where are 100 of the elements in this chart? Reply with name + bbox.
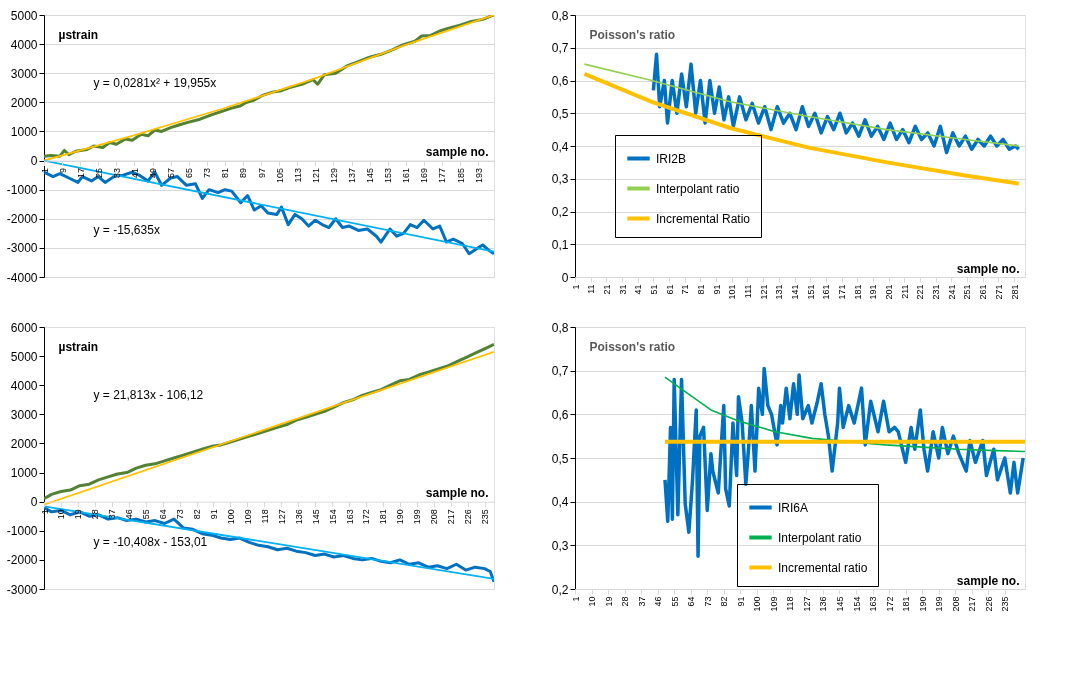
x-tick-label: 190 bbox=[917, 596, 928, 612]
x-tick-label: 153 bbox=[383, 168, 394, 184]
y-tick-label: -2000 bbox=[6, 212, 38, 227]
x-tick-label: 145 bbox=[834, 596, 845, 612]
y-tick-label: 0,6 bbox=[551, 74, 569, 88]
y-tick-label: -3000 bbox=[6, 241, 38, 256]
x-axis-title: sample no. bbox=[956, 261, 1020, 276]
x-tick-label: 91 bbox=[208, 509, 219, 520]
y-tick-label: 6000 bbox=[10, 320, 38, 335]
x-tick-label: 9 bbox=[57, 168, 68, 174]
x-tick-label: 193 bbox=[473, 168, 484, 184]
x-tick-label: 217 bbox=[967, 596, 978, 612]
x-tick-label: 55 bbox=[669, 596, 680, 607]
x-tick-label: 163 bbox=[868, 596, 879, 612]
legend-label: IRI2B bbox=[656, 151, 687, 166]
legend-label: Incremental Ratio bbox=[656, 211, 751, 226]
x-tick-label: 64 bbox=[686, 596, 697, 607]
x-tick-label: 17 bbox=[75, 168, 86, 179]
y-tick-label: 0,1 bbox=[551, 237, 569, 252]
x-tick-label: 154 bbox=[851, 596, 862, 612]
x-tick-label: 118 bbox=[785, 596, 796, 611]
x-tick-label: 231 bbox=[931, 284, 942, 300]
y-tick-label: 0,5 bbox=[551, 451, 569, 466]
annotation: y = -10,408x - 153,01 bbox=[93, 534, 208, 549]
y-tick-label: 0 bbox=[561, 270, 569, 285]
y-tick-label: 0,2 bbox=[551, 582, 569, 597]
x-tick-label: 97 bbox=[256, 168, 267, 179]
x-tick-label: 28 bbox=[90, 509, 101, 520]
x-tick-label: 190 bbox=[395, 509, 406, 525]
x-tick-label: 46 bbox=[124, 509, 135, 520]
x-tick-label: 181 bbox=[378, 509, 389, 525]
x-axis-title: sample no. bbox=[425, 145, 489, 160]
x-tick-label: 141 bbox=[790, 284, 801, 300]
x-tick-label: 241 bbox=[946, 284, 957, 300]
y-tick-label: 2000 bbox=[10, 436, 38, 451]
x-tick-label: 251 bbox=[962, 284, 973, 300]
x-tick-label: 217 bbox=[446, 509, 457, 525]
x-tick-label: 171 bbox=[837, 284, 848, 300]
line-series bbox=[664, 376, 1025, 453]
x-tick-label: 118 bbox=[259, 509, 270, 524]
legend-label: Incremental ratio bbox=[778, 560, 868, 575]
y-tick-label: -2000 bbox=[6, 553, 38, 568]
annotation: y = 0,0281x² + 19,955x bbox=[93, 76, 217, 91]
y-tick-label: 2000 bbox=[10, 95, 38, 110]
legend-label: Interpolant ratio bbox=[778, 530, 862, 545]
line-series bbox=[583, 63, 1020, 147]
x-tick-label: 91 bbox=[735, 596, 746, 607]
x-tick-label: 129 bbox=[328, 168, 339, 184]
x-tick-label: 221 bbox=[915, 284, 926, 300]
x-tick-label: 1 bbox=[39, 168, 50, 174]
y-tick-label: 0,8 bbox=[551, 320, 569, 335]
x-tick-label: 89 bbox=[238, 168, 249, 179]
x-tick-label: 33 bbox=[111, 168, 122, 179]
x-tick-label: 121 bbox=[310, 168, 321, 184]
y-tick-label: 1000 bbox=[10, 466, 38, 481]
x-tick-label: 172 bbox=[884, 596, 895, 612]
y-tick-label: 0,3 bbox=[551, 172, 569, 187]
x-tick-label: 169 bbox=[419, 168, 430, 184]
y-tick-label: 3000 bbox=[10, 407, 38, 422]
x-tick-label: 131 bbox=[774, 284, 785, 300]
x-tick-label: 208 bbox=[950, 596, 961, 612]
y-tick-label: 0,4 bbox=[551, 139, 569, 154]
x-tick-label: 81 bbox=[695, 284, 706, 295]
y-tick-label: -1000 bbox=[6, 183, 38, 198]
y-tick-label: 0 bbox=[30, 154, 38, 169]
y-tick-label: -1000 bbox=[6, 524, 38, 539]
x-tick-label: 1 bbox=[570, 284, 581, 290]
x-tick-label: 109 bbox=[768, 596, 779, 612]
annotation: y = 21,813x - 106,12 bbox=[93, 388, 204, 403]
line-series bbox=[582, 71, 1021, 186]
x-tick-label: 185 bbox=[455, 168, 466, 184]
y-axis-title: Poisson's ratio bbox=[589, 339, 676, 354]
x-tick-label: 49 bbox=[148, 168, 159, 179]
x-tick-label: 61 bbox=[664, 284, 675, 295]
x-tick-label: 41 bbox=[129, 168, 140, 179]
y-axis-title: Poisson's ratio bbox=[589, 27, 676, 42]
x-tick-label: 73 bbox=[702, 596, 713, 607]
x-tick-label: 51 bbox=[648, 284, 659, 295]
x-tick-label: 101 bbox=[727, 284, 738, 300]
x-tick-label: 82 bbox=[719, 596, 730, 607]
x-tick-label: 163 bbox=[344, 509, 355, 525]
y-tick-label: 4000 bbox=[10, 378, 38, 393]
y-axis-title: µstrain bbox=[58, 339, 99, 354]
x-tick-label: 100 bbox=[225, 509, 236, 525]
x-tick-label: 226 bbox=[463, 509, 474, 525]
y-tick-label: 0,2 bbox=[551, 205, 569, 219]
y-tick-label: 5000 bbox=[10, 8, 38, 23]
x-tick-label: 177 bbox=[437, 168, 448, 184]
x-tick-label: 281 bbox=[1009, 284, 1020, 300]
x-tick-label: 73 bbox=[202, 168, 213, 179]
x-tick-label: 10 bbox=[587, 596, 598, 607]
x-tick-label: 41 bbox=[633, 284, 644, 295]
x-tick-label: 127 bbox=[801, 596, 812, 612]
x-tick-label: 199 bbox=[412, 509, 423, 525]
x-tick-label: 81 bbox=[220, 168, 231, 179]
x-tick-label: 161 bbox=[821, 284, 832, 300]
x-tick-label: 105 bbox=[274, 168, 285, 184]
x-tick-label: 55 bbox=[141, 509, 152, 520]
x-tick-label: 10 bbox=[56, 509, 67, 520]
x-axis-title: sample no. bbox=[956, 573, 1020, 588]
